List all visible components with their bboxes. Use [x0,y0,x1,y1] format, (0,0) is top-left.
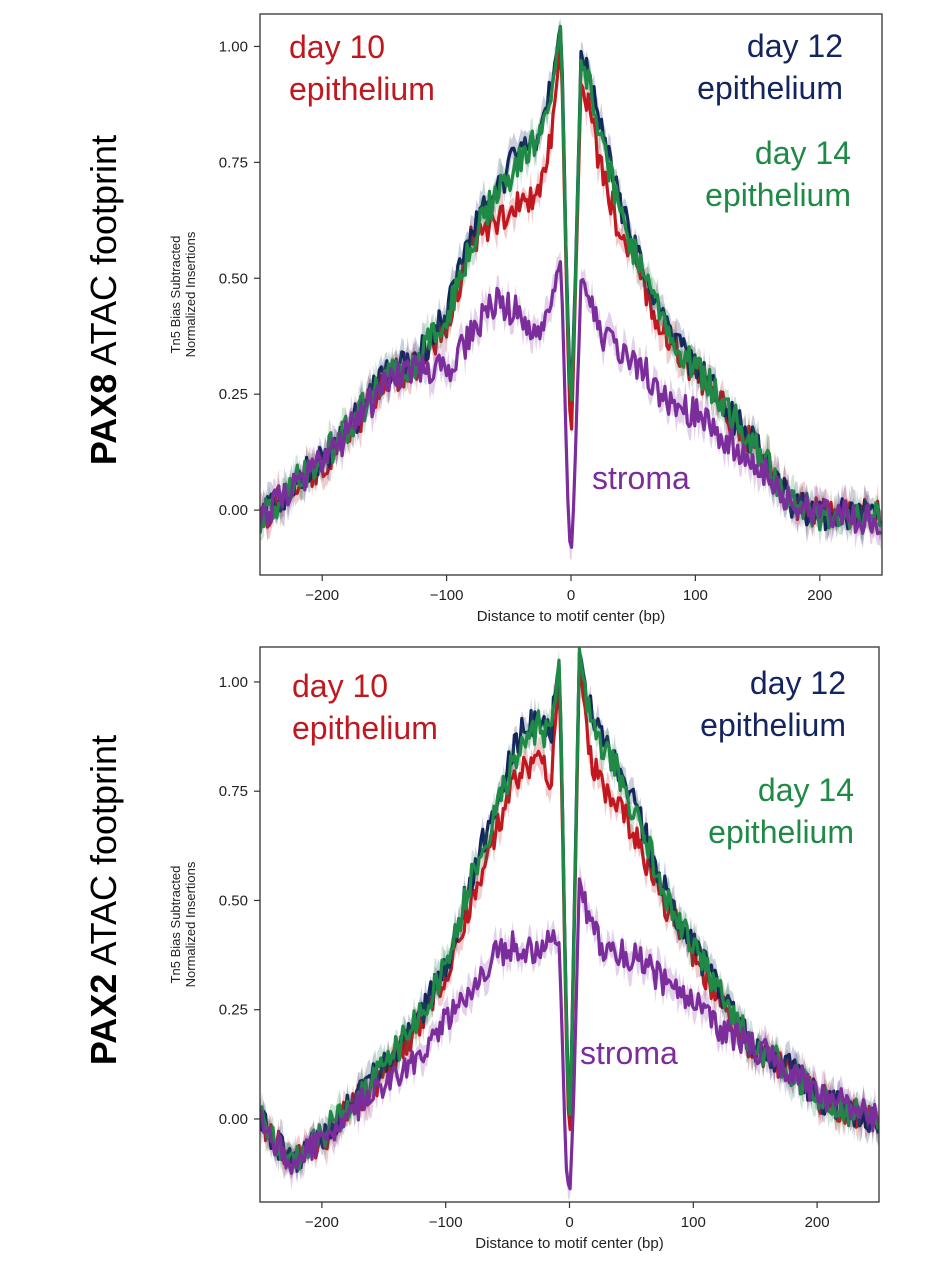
pax2-footprint-panel: 0.00 0.25 0.50 0.75 1.00 −200 −100 0 100 200 Dista… [83,646,880,1252]
x-tick-label: 100 [683,587,708,604]
y-tick-label: 0.25 [219,1002,248,1019]
y-tick-label: 0.75 [219,154,248,171]
y-tick-label: 1.00 [219,674,248,691]
series-line-stroma [260,260,882,549]
series-ci-band-stroma [260,864,879,1201]
annotation-day10: epithelium [292,710,438,746]
panel-side-title-rest: ATAC footprint [83,135,124,374]
panel-side-title-rest: ATAC footprint [83,735,124,974]
y-tick-label: 0.50 [219,270,248,287]
x-tick-label: −200 [305,1214,339,1231]
x-tick-label: −100 [430,587,464,604]
annotation-day12: day 12 [747,28,843,64]
plot-area [260,647,879,1201]
y-tick-label: 0.25 [219,386,248,403]
annotation-day10: day 10 [289,29,385,65]
series-line-day10 [260,41,882,530]
panel-side-title-gene: PAX2 [83,974,124,1065]
x-axis-title: Distance to motif center (bp) [477,608,665,625]
y-axis-title-line: Normalized Insertions [183,861,198,987]
series-line-stroma [260,877,879,1191]
annotation-day12: epithelium [697,70,843,106]
annotation-day10: day 10 [292,668,388,704]
y-tick-label: 0.00 [219,1111,248,1128]
annotation-day12: epithelium [700,707,846,743]
x-tick-label: 100 [681,1214,706,1231]
y-axis-title-line: Tn5 Bias Subtracted [168,866,183,984]
x-tick-label: −100 [429,1214,463,1231]
panel-side-title: PAX8 ATAC footprint [83,135,124,465]
annotation-day14: epithelium [705,177,851,213]
x-tick-label: 200 [807,587,832,604]
annotation-day14: day 14 [755,135,851,171]
y-tick-label: 0.75 [219,783,248,800]
x-tick-label: 0 [567,587,575,604]
annotation-day10: epithelium [289,71,435,107]
x-tick-label: 0 [565,1214,573,1231]
panel-side-title: PAX2 ATAC footprint [83,735,124,1065]
annotation-stroma: stroma [580,1035,678,1071]
x-axis-title: Distance to motif center (bp) [475,1235,663,1252]
x-tick-label: −200 [305,587,339,604]
annotation-day12: day 12 [750,665,846,701]
y-tick-label: 1.00 [219,38,248,55]
y-axis-title-line: Normalized Insertions [183,231,198,357]
annotation-day14: epithelium [708,814,854,850]
y-axis-title-line: Tn5 Bias Subtracted [168,236,183,354]
pax8-footprint-panel: 0.00 0.25 0.50 0.75 1.00 −200 −100 0 100 200 Dista… [83,13,883,625]
x-tick-label: 200 [805,1214,830,1231]
panel-side-title-gene: PAX8 [83,374,124,465]
annotation-stroma: stroma [592,460,690,496]
annotation-day14: day 14 [758,772,854,808]
y-tick-label: 0.50 [219,892,248,909]
plot-area [260,18,882,561]
y-tick-label: 0.00 [219,502,248,519]
